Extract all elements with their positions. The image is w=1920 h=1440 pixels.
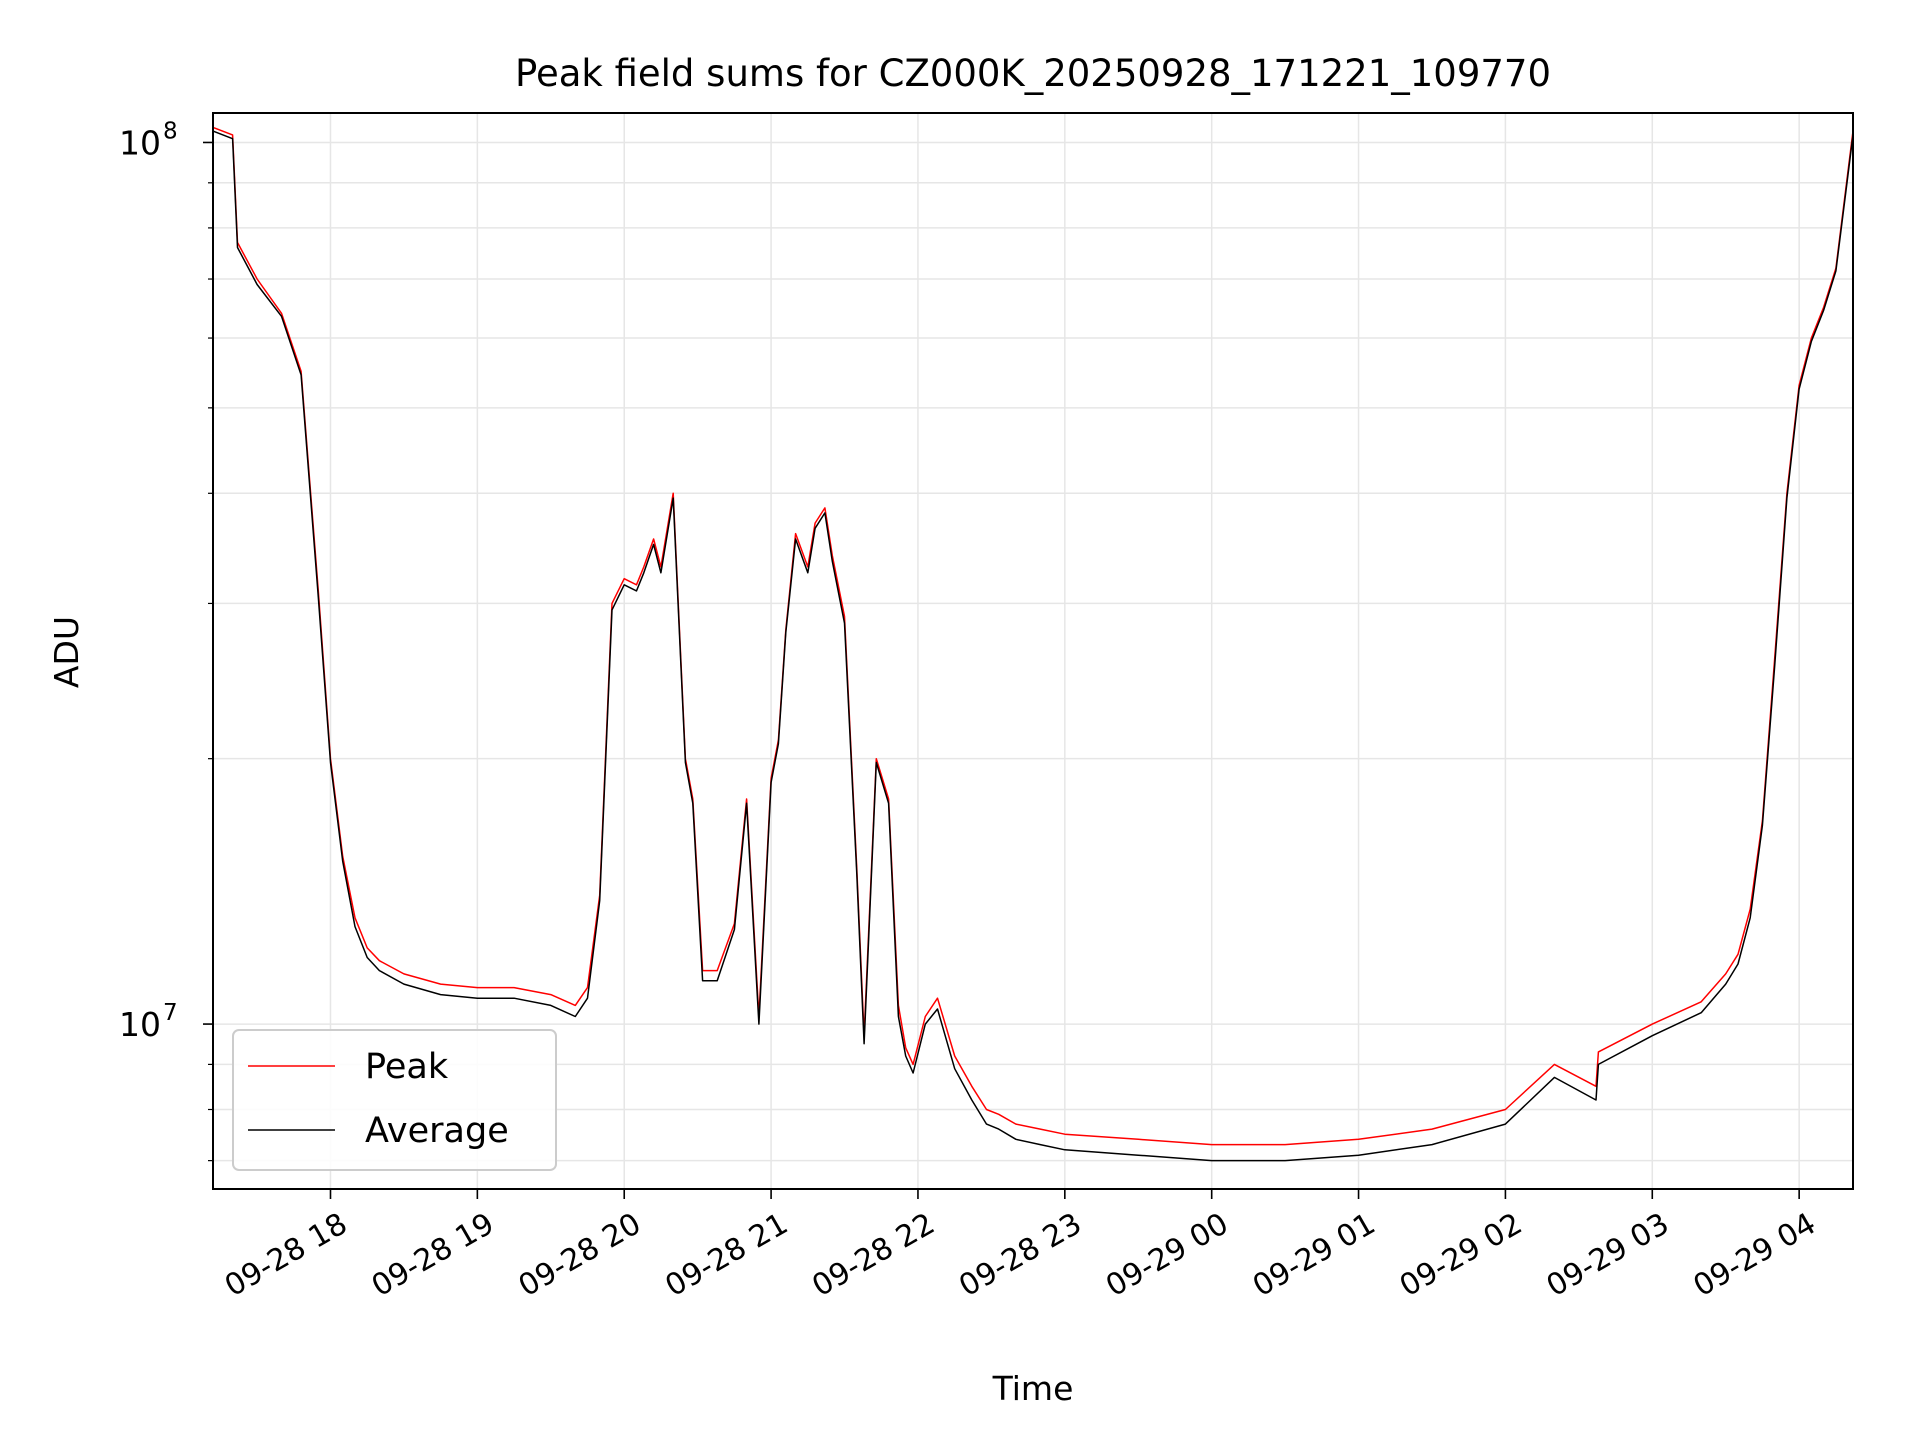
y-tick-label-base: 10	[119, 1005, 161, 1044]
y-axis-label: ADU	[47, 616, 86, 688]
y-tick-label-exponent: 8	[163, 118, 178, 144]
legend-label-average: Average	[365, 1111, 509, 1151]
series-line-average	[212, 130, 1854, 1162]
grid	[213, 113, 1853, 1189]
legend-box	[232, 1029, 557, 1171]
chart-title: Peak field sums for CZ000K_20250928_1712…	[515, 52, 1551, 95]
series-line-peak	[212, 126, 1854, 1146]
y-tick-label-exponent: 7	[163, 1000, 178, 1026]
y-tick-label-base: 10	[119, 123, 161, 162]
legend: Peak Average	[232, 1029, 557, 1171]
x-axis-label: Time	[992, 1369, 1074, 1408]
plot-frame	[212, 112, 1854, 1190]
legend-label-peak: Peak	[365, 1047, 449, 1087]
series-lines	[212, 126, 1854, 1162]
